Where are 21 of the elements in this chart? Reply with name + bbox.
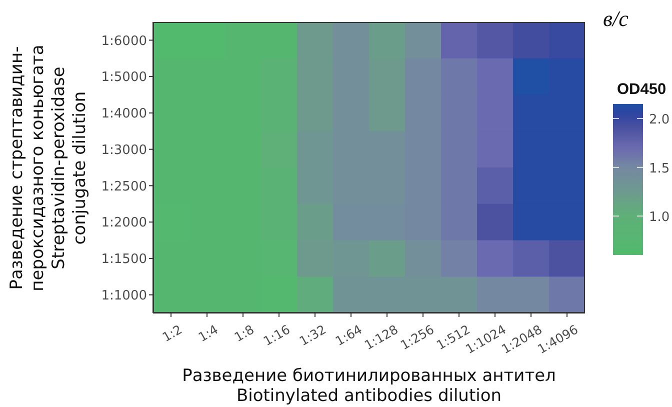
x-tick-label: 1:2 — [160, 322, 184, 345]
y-tick-label: 1:5000 — [101, 70, 147, 86]
text: в/с — [603, 6, 628, 32]
y-tick-label: 1:6000 — [101, 34, 147, 49]
y-tick-label: 1:4000 — [101, 106, 147, 122]
x-axis-title: Разведение биотинилированных антител Biotinylated antibodies dilution — [182, 366, 556, 406]
x-tick-label: 1:16 — [260, 322, 293, 349]
x-tick-label: 1:32 — [296, 322, 328, 349]
x-tick-label: 1:64 — [332, 322, 365, 349]
color-bar-title: OD450 — [617, 81, 666, 98]
x-tick-label: 1:4 — [196, 322, 221, 345]
y-tick-label: 1:2500 — [101, 179, 147, 194]
y-tick-label: 1:3000 — [101, 142, 147, 158]
y-axis-title: Разведение стрептавидин- пероксидазного коньюгата Streptavidin-peroxidase conjugate dilution — [7, 44, 91, 291]
color-bar-label: 1.5 — [649, 161, 670, 176]
x-tick-label: 1:8 — [232, 322, 257, 345]
y-tick-label: 1:2000 — [101, 216, 147, 231]
color-bar-label: 2.0 — [649, 112, 670, 128]
color-bar-label: 1.0 — [649, 210, 670, 226]
y-tick-label: 1:1000 — [101, 288, 147, 304]
y-tick-label: 1:1500 — [101, 252, 147, 268]
